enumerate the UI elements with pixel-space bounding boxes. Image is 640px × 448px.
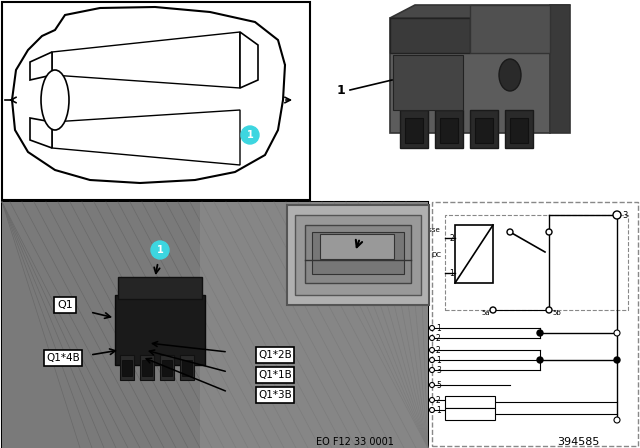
Circle shape xyxy=(429,358,435,362)
Bar xyxy=(320,234,394,259)
Text: 1: 1 xyxy=(436,405,441,414)
Bar xyxy=(445,215,628,310)
Ellipse shape xyxy=(499,59,521,91)
Text: Q1*4B: Q1*4B xyxy=(46,353,80,363)
Bar xyxy=(470,5,550,53)
Bar xyxy=(122,360,132,376)
Bar xyxy=(160,355,174,380)
Circle shape xyxy=(429,348,435,353)
Text: 1: 1 xyxy=(246,130,253,140)
Text: 1: 1 xyxy=(436,356,441,365)
Circle shape xyxy=(490,307,496,313)
Bar xyxy=(445,396,495,408)
Bar xyxy=(142,360,152,376)
Bar xyxy=(312,232,404,274)
Circle shape xyxy=(429,383,435,388)
Bar xyxy=(312,2,638,200)
Circle shape xyxy=(507,229,513,235)
Bar xyxy=(393,55,463,110)
Ellipse shape xyxy=(41,70,69,130)
Bar xyxy=(200,202,428,448)
Text: 5b: 5b xyxy=(552,310,561,316)
Text: Masse: Masse xyxy=(419,227,440,233)
Circle shape xyxy=(241,126,259,144)
Bar xyxy=(115,295,205,365)
Text: 1: 1 xyxy=(449,268,454,277)
Circle shape xyxy=(546,307,552,313)
Text: 5a: 5a xyxy=(481,310,490,316)
Text: Q1*2B: Q1*2B xyxy=(258,350,292,360)
Bar xyxy=(390,18,470,53)
Bar xyxy=(182,360,192,376)
Bar xyxy=(432,202,638,446)
Text: 394585: 394585 xyxy=(557,437,600,447)
Bar xyxy=(390,18,550,133)
Bar xyxy=(405,118,423,143)
Circle shape xyxy=(429,367,435,372)
Text: Q1: Q1 xyxy=(57,300,73,310)
Bar xyxy=(118,277,202,299)
Circle shape xyxy=(613,211,621,219)
PathPatch shape xyxy=(52,110,240,165)
Text: Q1*1B: Q1*1B xyxy=(258,370,292,380)
Text: 1: 1 xyxy=(157,245,163,255)
Bar xyxy=(140,355,154,380)
Text: 3: 3 xyxy=(436,366,441,375)
Bar xyxy=(400,110,428,148)
Bar xyxy=(445,408,495,420)
Bar xyxy=(470,110,498,148)
Circle shape xyxy=(537,330,543,336)
Circle shape xyxy=(614,330,620,336)
Circle shape xyxy=(429,397,435,402)
Bar xyxy=(120,355,134,380)
Bar xyxy=(180,355,194,380)
Bar xyxy=(505,110,533,148)
Text: 2: 2 xyxy=(436,345,441,354)
PathPatch shape xyxy=(390,5,570,18)
Text: 2: 2 xyxy=(436,333,441,343)
Bar xyxy=(305,225,411,283)
PathPatch shape xyxy=(30,52,52,80)
Text: 2: 2 xyxy=(436,396,441,405)
Bar xyxy=(2,202,428,448)
Circle shape xyxy=(537,357,543,363)
Text: 1: 1 xyxy=(336,83,345,96)
Text: 1: 1 xyxy=(436,323,441,332)
Circle shape xyxy=(429,326,435,331)
Bar xyxy=(455,225,493,283)
Bar xyxy=(2,202,428,448)
Bar xyxy=(510,118,528,143)
Circle shape xyxy=(614,357,620,363)
Circle shape xyxy=(429,336,435,340)
Text: 5: 5 xyxy=(436,380,441,389)
Bar xyxy=(2,2,310,200)
PathPatch shape xyxy=(30,118,52,148)
PathPatch shape xyxy=(52,32,240,88)
PathPatch shape xyxy=(240,32,258,88)
PathPatch shape xyxy=(550,5,570,133)
Bar xyxy=(432,202,638,446)
Circle shape xyxy=(614,417,620,423)
Text: 2: 2 xyxy=(449,233,454,242)
Circle shape xyxy=(429,408,435,413)
Bar xyxy=(440,118,458,143)
Text: DC: DC xyxy=(431,252,441,258)
Text: EO F12 33 0001: EO F12 33 0001 xyxy=(316,437,394,447)
Bar xyxy=(475,118,493,143)
Circle shape xyxy=(546,229,552,235)
PathPatch shape xyxy=(12,7,285,183)
Text: Q1*3B: Q1*3B xyxy=(258,390,292,400)
Text: 3: 3 xyxy=(622,211,627,220)
Circle shape xyxy=(151,241,169,259)
Bar xyxy=(435,110,463,148)
Bar xyxy=(295,215,421,295)
Bar xyxy=(162,360,172,376)
Bar xyxy=(287,205,429,305)
